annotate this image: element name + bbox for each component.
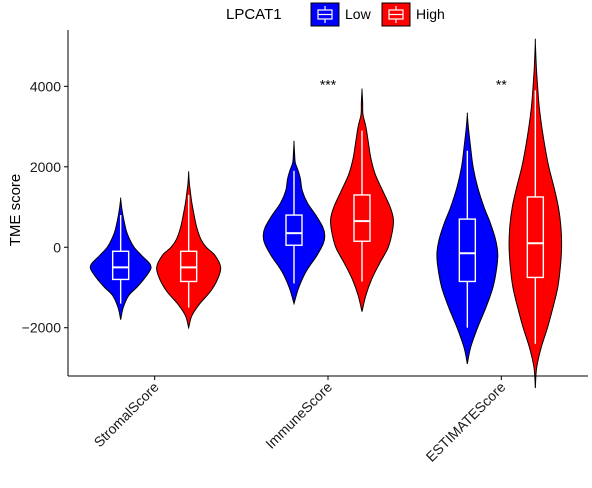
y-tick-label: 2000 bbox=[30, 159, 61, 175]
box bbox=[111, 250, 130, 281]
x-tick-label: StromalScore bbox=[91, 379, 162, 450]
violin-high-stromalscore bbox=[156, 171, 222, 330]
violin-low-stromalscore bbox=[89, 197, 152, 320]
plot-area bbox=[89, 38, 563, 389]
legend: LPCAT1 Low High bbox=[226, 2, 445, 27]
legend-label-low: Low bbox=[345, 6, 372, 22]
box bbox=[526, 196, 545, 279]
legend-label-high: High bbox=[416, 6, 445, 22]
significance-label: *** bbox=[320, 76, 337, 92]
y-axis-title: TME score bbox=[7, 174, 24, 247]
box bbox=[353, 194, 371, 242]
violin-high-estimatescore bbox=[508, 38, 563, 389]
x-tick-label: ESTIMATEScore bbox=[423, 379, 509, 465]
y-tick-label: 4000 bbox=[30, 78, 61, 94]
significance-label: ** bbox=[496, 76, 507, 92]
box bbox=[458, 218, 477, 283]
y-axis: −2000 0 2000 4000 bbox=[22, 30, 69, 376]
violin-low-immunescore bbox=[262, 140, 326, 306]
x-tick-label: ImmuneScore bbox=[262, 379, 335, 452]
legend-title: LPCAT1 bbox=[226, 6, 282, 23]
y-tick-label: −2000 bbox=[22, 320, 62, 336]
legend-key-high-glyph bbox=[388, 6, 404, 23]
box bbox=[285, 214, 303, 246]
y-tick-label: 0 bbox=[53, 239, 61, 255]
violin-high-immunescore bbox=[330, 88, 394, 312]
x-axis: StromalScore ImmuneScore ESTIMATEScore bbox=[68, 375, 588, 465]
box bbox=[179, 250, 198, 283]
violin-low-estimatescore bbox=[436, 112, 499, 365]
legend-key-low-glyph bbox=[317, 6, 333, 23]
significance-labels: *** ** bbox=[320, 76, 508, 92]
